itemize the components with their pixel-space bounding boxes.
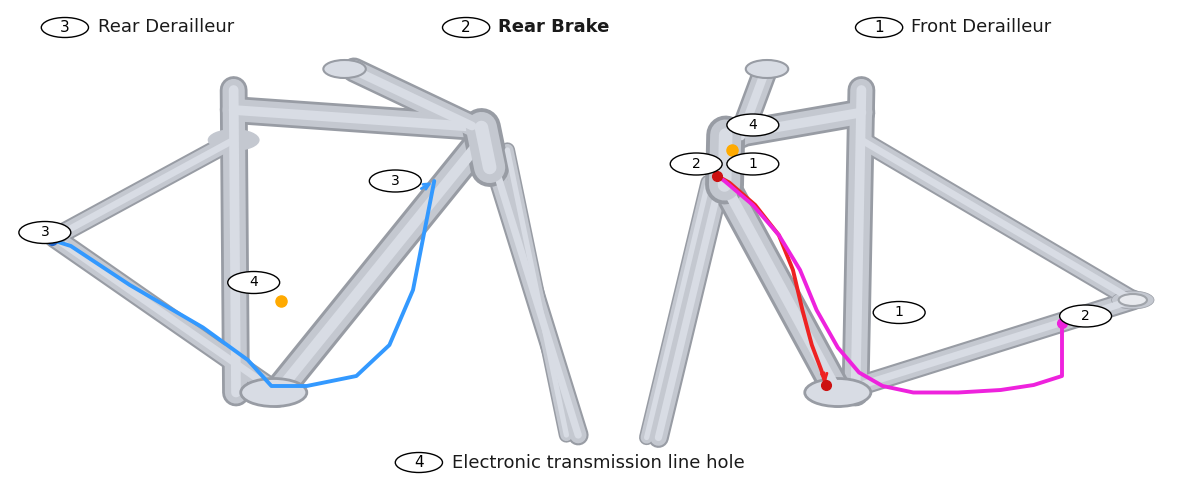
Circle shape xyxy=(41,18,88,38)
Circle shape xyxy=(670,153,722,175)
Text: 4: 4 xyxy=(748,118,758,132)
Circle shape xyxy=(856,18,903,38)
Text: 4: 4 xyxy=(249,276,258,289)
Circle shape xyxy=(19,222,71,244)
Circle shape xyxy=(369,170,421,192)
Text: 2: 2 xyxy=(1081,309,1090,323)
Circle shape xyxy=(727,114,779,136)
Circle shape xyxy=(1060,305,1112,327)
Text: 3: 3 xyxy=(40,226,50,239)
Circle shape xyxy=(1112,291,1154,309)
Text: 2: 2 xyxy=(691,157,701,171)
Circle shape xyxy=(241,378,307,406)
Text: Electronic transmission line hole: Electronic transmission line hole xyxy=(452,454,745,471)
Circle shape xyxy=(1119,294,1147,306)
Circle shape xyxy=(323,60,366,78)
Text: 4: 4 xyxy=(414,455,424,470)
Text: 1: 1 xyxy=(874,20,884,35)
Circle shape xyxy=(727,153,779,175)
Circle shape xyxy=(873,302,925,324)
Text: 1: 1 xyxy=(894,306,904,320)
Circle shape xyxy=(395,452,442,472)
Text: Rear Brake: Rear Brake xyxy=(498,18,609,36)
Circle shape xyxy=(208,129,260,151)
Text: 3: 3 xyxy=(391,174,400,188)
Circle shape xyxy=(38,232,66,243)
Text: 1: 1 xyxy=(748,157,758,171)
Circle shape xyxy=(442,18,490,38)
Circle shape xyxy=(805,378,871,406)
Text: Rear Derailleur: Rear Derailleur xyxy=(98,18,234,36)
Circle shape xyxy=(228,272,280,293)
Text: 2: 2 xyxy=(461,20,471,35)
Text: 3: 3 xyxy=(60,20,70,35)
Text: Front Derailleur: Front Derailleur xyxy=(911,18,1051,36)
Circle shape xyxy=(746,60,788,78)
